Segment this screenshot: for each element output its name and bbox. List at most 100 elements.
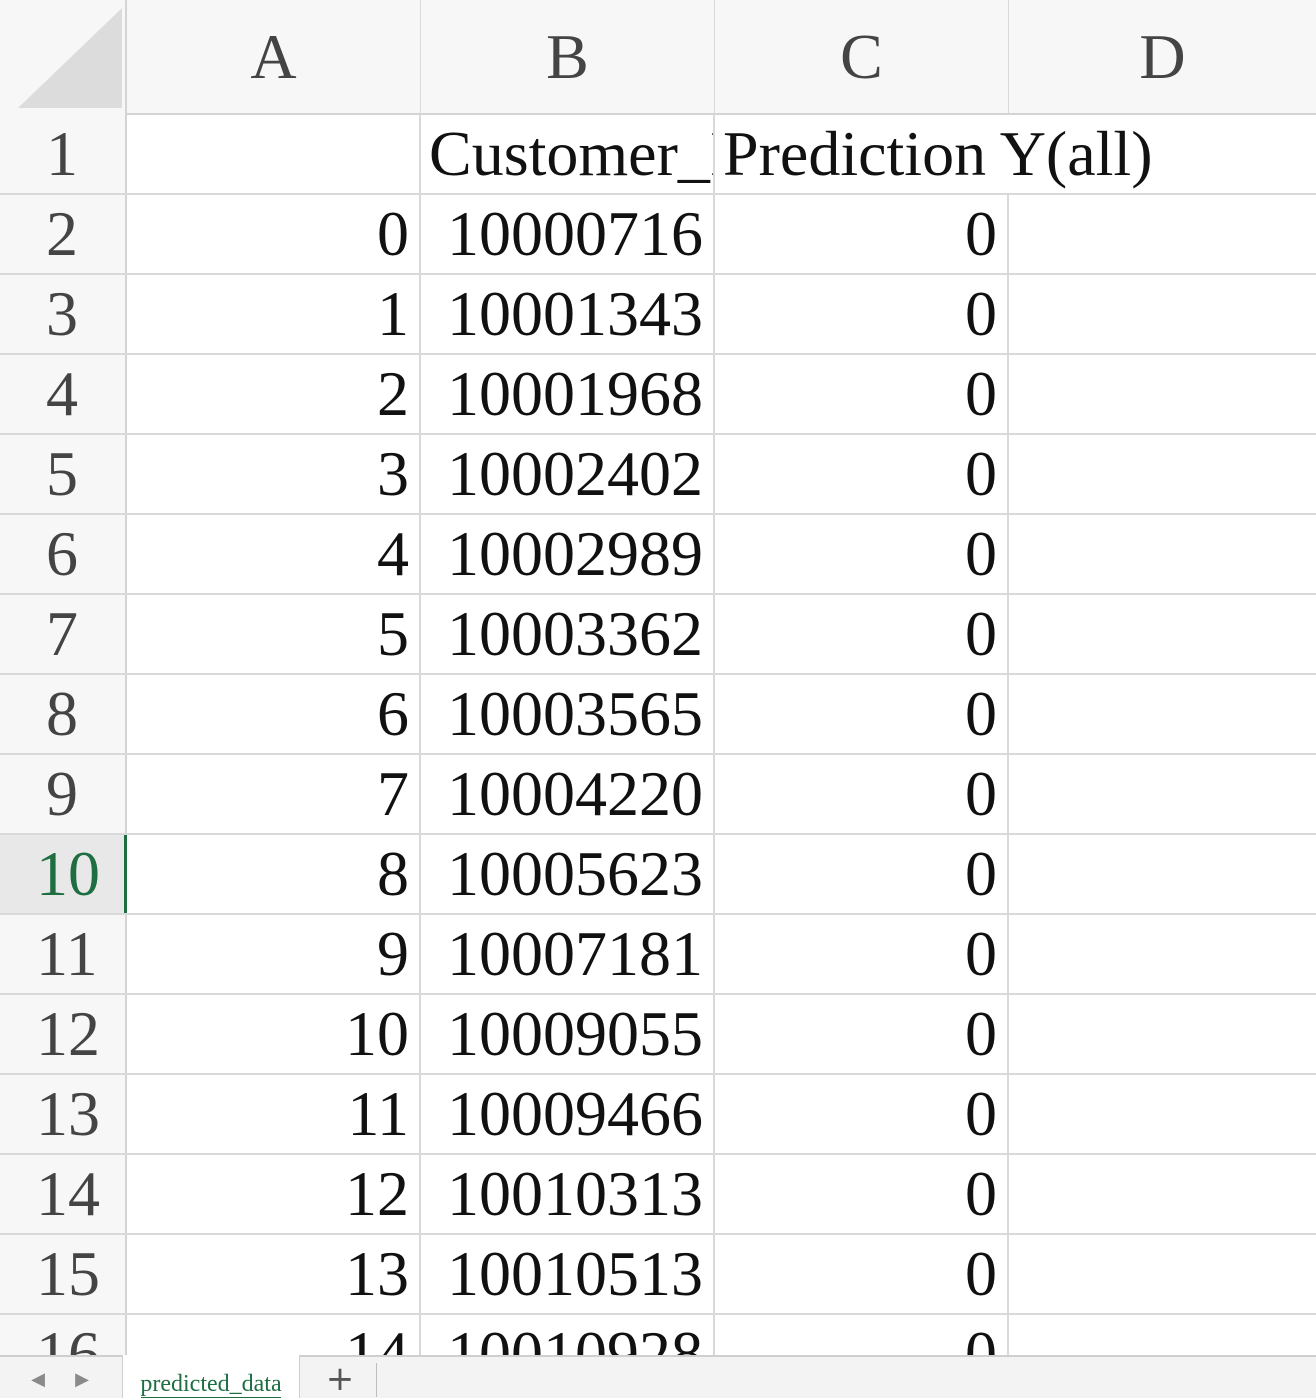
row-header[interactable]: 16	[0, 1315, 127, 1355]
cell-d6[interactable]	[1009, 515, 1316, 593]
cell-b8[interactable]: 10003565	[421, 675, 715, 753]
cell-d9[interactable]	[1009, 755, 1316, 833]
add-sheet-button[interactable]: +	[325, 1359, 355, 1398]
cell-c6[interactable]: 0	[715, 515, 1009, 593]
column-header-c[interactable]: C	[715, 0, 1009, 113]
row-header[interactable]: 8	[0, 675, 127, 753]
cell-c13[interactable]: 0	[715, 1075, 1009, 1153]
cell-c3[interactable]: 0	[715, 275, 1009, 353]
cell-a8[interactable]: 6	[127, 675, 421, 753]
cell-a7[interactable]: 5	[127, 595, 421, 673]
table-row: 5 3 10002402 0	[0, 435, 1316, 515]
table-row: 7 5 10003362 0	[0, 595, 1316, 675]
cell-b1[interactable]: Customer_I	[421, 115, 715, 193]
cell-c4[interactable]: 0	[715, 355, 1009, 433]
cell-d16[interactable]	[1009, 1315, 1316, 1355]
cell-b15[interactable]: 10010513	[421, 1235, 715, 1313]
row-header[interactable]: 2	[0, 195, 127, 273]
cell-d11[interactable]	[1009, 915, 1316, 993]
cell-c16[interactable]: 0	[715, 1315, 1009, 1355]
table-row: 1 Customer_I Prediction Y(all)	[0, 115, 1316, 195]
cell-c15[interactable]: 0	[715, 1235, 1009, 1313]
cell-d12[interactable]	[1009, 995, 1316, 1073]
table-row: 15 13 10010513 0	[0, 1235, 1316, 1315]
cell-b12[interactable]: 10009055	[421, 995, 715, 1073]
cell-a2[interactable]: 0	[127, 195, 421, 273]
row-header[interactable]: 3	[0, 275, 127, 353]
cell-a11[interactable]: 9	[127, 915, 421, 993]
cell-b4[interactable]: 10001968	[421, 355, 715, 433]
cell-c9[interactable]: 0	[715, 755, 1009, 833]
cell-c14[interactable]: 0	[715, 1155, 1009, 1233]
cell-a4[interactable]: 2	[127, 355, 421, 433]
cell-a10[interactable]: 8	[127, 835, 421, 913]
cell-b9[interactable]: 10004220	[421, 755, 715, 833]
cell-c1[interactable]: Prediction Y(all)	[715, 115, 1153, 193]
cell-a6[interactable]: 4	[127, 515, 421, 593]
cell-c8[interactable]: 0	[715, 675, 1009, 753]
cell-b14[interactable]: 10010313	[421, 1155, 715, 1233]
cell-c10[interactable]: 0	[715, 835, 1009, 913]
cell-d15[interactable]	[1009, 1235, 1316, 1313]
row-header[interactable]: 4	[0, 355, 127, 433]
cell-d3[interactable]	[1009, 275, 1316, 353]
row-header[interactable]: 15	[0, 1235, 127, 1313]
cell-d7[interactable]	[1009, 595, 1316, 673]
cell-a9[interactable]: 7	[127, 755, 421, 833]
cell-c12[interactable]: 0	[715, 995, 1009, 1073]
cell-b16[interactable]: 10010928	[421, 1315, 715, 1355]
cell-b11[interactable]: 10007181	[421, 915, 715, 993]
row-header[interactable]: 14	[0, 1155, 127, 1233]
spreadsheet-grid[interactable]: A B C D 1 Customer_I Prediction Y(all) 2…	[0, 0, 1316, 1355]
row-header[interactable]: 1	[0, 115, 127, 193]
row-header[interactable]: 7	[0, 595, 127, 673]
cell-b13[interactable]: 10009466	[421, 1075, 715, 1153]
cell-b6[interactable]: 10002989	[421, 515, 715, 593]
cell-c7[interactable]: 0	[715, 595, 1009, 673]
row-header[interactable]: 11	[0, 915, 127, 993]
row-header[interactable]: 6	[0, 515, 127, 593]
row-header[interactable]: 9	[0, 755, 127, 833]
tab-predicted-data[interactable]: predicted_data	[122, 1355, 300, 1398]
row-header[interactable]: 10	[0, 835, 127, 913]
cell-a13[interactable]: 11	[127, 1075, 421, 1153]
cell-c2[interactable]: 0	[715, 195, 1009, 273]
cell-d13[interactable]	[1009, 1075, 1316, 1153]
table-row: 6 4 10002989 0	[0, 515, 1316, 595]
table-row: 13 11 10009466 0	[0, 1075, 1316, 1155]
cell-d8[interactable]	[1009, 675, 1316, 753]
row-header[interactable]: 5	[0, 435, 127, 513]
cell-a5[interactable]: 3	[127, 435, 421, 513]
cell-a3[interactable]: 1	[127, 275, 421, 353]
table-row: 8 6 10003565 0	[0, 675, 1316, 755]
column-header-d[interactable]: D	[1139, 20, 1186, 92]
cell-a1[interactable]	[127, 115, 421, 193]
cell-d4[interactable]	[1009, 355, 1316, 433]
select-all-corner[interactable]	[0, 0, 127, 115]
cell-d14[interactable]	[1009, 1155, 1316, 1233]
cell-a15[interactable]: 13	[127, 1235, 421, 1313]
triangle-right-icon[interactable]: ▶	[75, 1368, 89, 1390]
cell-d2[interactable]	[1009, 195, 1316, 273]
column-header-a[interactable]: A	[127, 0, 421, 113]
cell-a12[interactable]: 10	[127, 995, 421, 1073]
column-header-row: A B C D	[0, 0, 1316, 115]
cell-b3[interactable]: 10001343	[421, 275, 715, 353]
cell-d5[interactable]	[1009, 435, 1316, 513]
cell-a16[interactable]: 14	[127, 1315, 421, 1355]
cell-d10[interactable]	[1009, 835, 1316, 913]
cell-b5[interactable]: 10002402	[421, 435, 715, 513]
tab-divider	[376, 1363, 377, 1397]
triangle-left-icon[interactable]: ◀	[31, 1368, 45, 1390]
cell-c5[interactable]: 0	[715, 435, 1009, 513]
row-header[interactable]: 12	[0, 995, 127, 1073]
row-header[interactable]: 13	[0, 1075, 127, 1153]
table-row: 14 12 10010313 0	[0, 1155, 1316, 1235]
cell-b2[interactable]: 10000716	[421, 195, 715, 273]
cell-a14[interactable]: 12	[127, 1155, 421, 1233]
cell-c11[interactable]: 0	[715, 915, 1009, 993]
cell-b7[interactable]: 10003362	[421, 595, 715, 673]
table-row: 10 8 10005623 0	[0, 835, 1316, 915]
cell-b10[interactable]: 10005623	[421, 835, 715, 913]
column-header-b[interactable]: B	[421, 0, 715, 113]
